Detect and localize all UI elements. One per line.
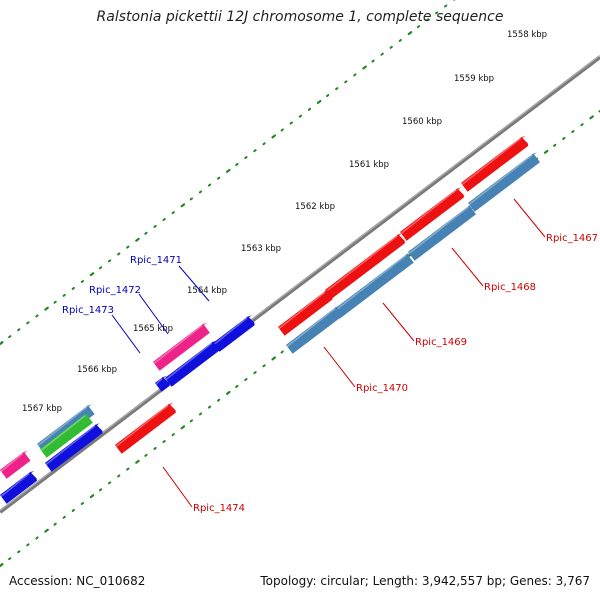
leader-line — [383, 303, 414, 341]
tick-label: 1567 kbp — [22, 404, 62, 414]
gene-rpic-1468[interactable] — [400, 187, 464, 240]
tick-label: 1562 kbp — [295, 202, 335, 212]
tick-label: 1558 kbp — [507, 30, 547, 40]
gene-label-red[interactable]: Rpic_1474 — [193, 503, 245, 514]
gene-label-red[interactable]: Rpic_1467 — [546, 233, 598, 244]
leader-line — [514, 199, 545, 237]
gene-label-red[interactable]: Rpic_1470 — [356, 383, 408, 394]
gene-pink-2[interactable] — [0, 451, 31, 479]
gene-label-blue[interactable]: Rpic_1471 — [130, 255, 182, 266]
gene-rpic-1474[interactable] — [115, 403, 176, 454]
tick-label: 1563 kbp — [241, 244, 281, 254]
leader-line — [163, 467, 192, 507]
leader-line — [112, 315, 140, 353]
tick-label: 1564 kbp — [187, 286, 227, 296]
tick-label: 1560 kbp — [402, 117, 442, 127]
gene-label-blue[interactable]: Rpic_1472 — [89, 285, 141, 296]
genome-summary-text: Topology: circular; Length: 3,942,557 bp… — [260, 574, 590, 588]
tick-label: 1559 kbp — [454, 74, 494, 84]
tick-label: 1566 kbp — [77, 365, 117, 375]
gene-rpic-1471[interactable] — [213, 315, 255, 352]
gene-label-red[interactable]: Rpic_1468 — [484, 282, 536, 293]
tick-label: 1561 kbp — [349, 160, 389, 170]
leader-line — [324, 347, 355, 387]
accession-text: Accession: NC_010682 — [9, 574, 145, 588]
gene-label-red[interactable]: Rpic_1469 — [415, 337, 467, 348]
gene-label-blue[interactable]: Rpic_1473 — [62, 305, 114, 316]
leader-line — [452, 248, 483, 286]
map-title: Ralstonia pickettii 12J chromosome 1, co… — [0, 9, 600, 25]
